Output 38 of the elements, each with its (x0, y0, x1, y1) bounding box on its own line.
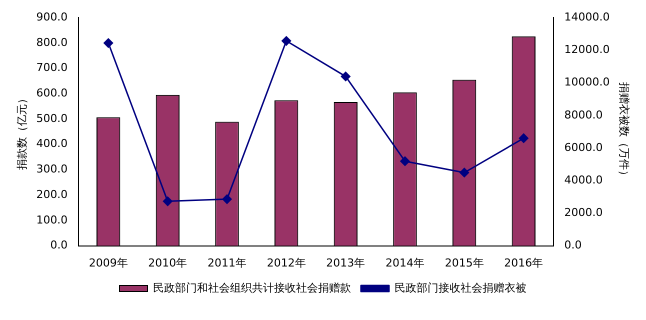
y2-tick-label: 8000.0 (564, 108, 603, 122)
point (282, 36, 292, 46)
y2-tick-label: 0.0 (564, 238, 582, 252)
y2-tick-label: 12000.0 (564, 43, 610, 56)
x-tick-label: 2015年 (444, 256, 484, 270)
y-tick-label: 800.0 (36, 36, 68, 49)
y2-tick-label: 4000.0 (564, 173, 603, 186)
point (460, 168, 470, 178)
y-tick-label: 200.0 (36, 188, 68, 201)
point (162, 196, 172, 206)
y-tick-label: 700.0 (36, 61, 68, 74)
legend-label: 民政部门和社会组织共计接收社会捐赠款 (153, 281, 351, 294)
y2-tick-label: 14000.0 (564, 10, 610, 24)
x-tick-label: 2009年 (88, 256, 128, 270)
y-tick-label: 300.0 (36, 162, 68, 176)
y-tick-label: 100.0 (36, 213, 68, 226)
x-tick-label: 2014年 (385, 256, 424, 270)
y2-axis-title: 捐赠衣被数（万件） (618, 82, 631, 182)
y2-tick-label: 10000.0 (564, 76, 610, 89)
x-tick-label: 2016年 (504, 256, 544, 270)
y-tick-label: 500.0 (36, 112, 68, 125)
y-tick-label: 400.0 (36, 137, 68, 150)
x-tick-label: 2012年 (266, 256, 306, 270)
point (400, 156, 410, 166)
y2-tick-label: 6000.0 (564, 140, 603, 154)
point (340, 72, 350, 82)
point (518, 133, 528, 143)
point (104, 38, 114, 48)
y2-tick-label: 2000.0 (564, 206, 603, 220)
x-tick-label: 2013年 (326, 256, 366, 270)
point (222, 194, 232, 204)
x-tick-label: 2010年 (148, 256, 188, 270)
legend-label: 民政部门接收社会捐赠衣被 (394, 281, 526, 294)
y-axis-title: 捐款数（亿元） (15, 93, 28, 170)
y-tick-label: 600.0 (36, 86, 68, 100)
y-tick-label: 0.0 (50, 238, 68, 252)
y-tick-label: 900.0 (36, 10, 68, 24)
x-tick-label: 2011年 (208, 256, 247, 270)
